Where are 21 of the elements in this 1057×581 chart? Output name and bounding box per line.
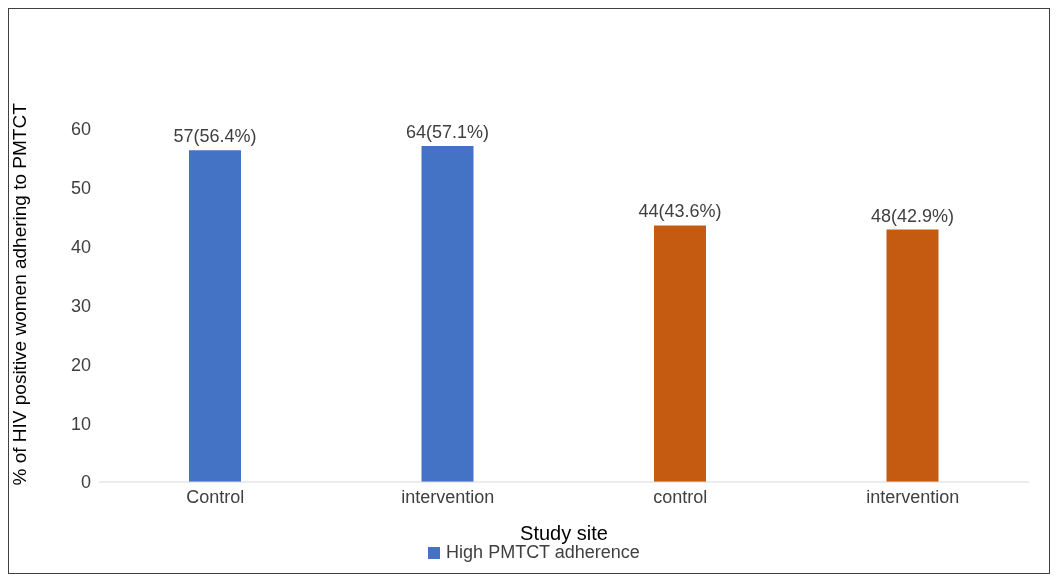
- y-axis-title: % of HIV positive women adhering to PMTCT: [8, 102, 30, 486]
- y-tick-label: 60: [70, 119, 91, 140]
- x-tick-label: control: [653, 486, 708, 507]
- x-tick-label: Control: [186, 486, 245, 507]
- y-tick-label: 0: [80, 472, 91, 493]
- bar: [886, 229, 939, 482]
- y-tick-label: 30: [70, 295, 91, 316]
- data-label: 44(43.6%): [638, 201, 722, 222]
- x-tick-label: intervention: [401, 486, 495, 507]
- x-axis-title: Study site: [520, 522, 608, 544]
- bar: [189, 150, 241, 482]
- y-tick-label: 20: [70, 354, 91, 375]
- bar: [421, 146, 474, 482]
- data-label: 57(56.4%): [173, 126, 257, 147]
- bar: [654, 225, 706, 482]
- y-tick-label: 10: [70, 413, 91, 434]
- y-tick-label: 50: [70, 178, 91, 199]
- data-label: 48(42.9%): [870, 205, 955, 226]
- x-tick-label: intervention: [866, 486, 960, 507]
- data-label: 64(57.1%): [405, 122, 490, 143]
- y-tick-label: 40: [70, 237, 91, 258]
